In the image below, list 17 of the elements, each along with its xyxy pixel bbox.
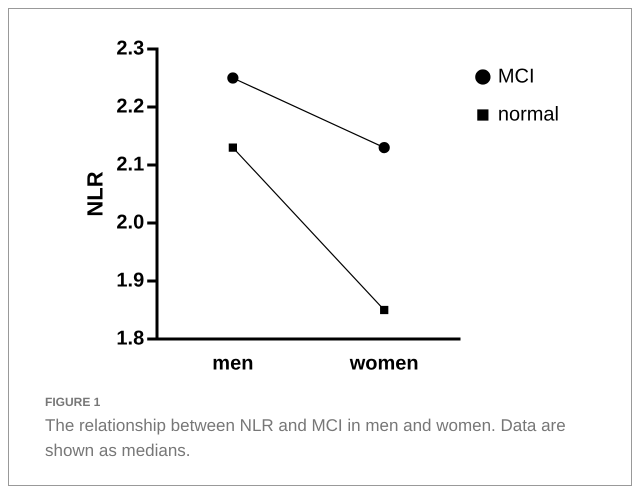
y-tick-label: 1.8 (116, 328, 144, 350)
point (378, 142, 390, 154)
legend-label: MCI (498, 66, 535, 88)
legend-label: normal (498, 104, 560, 126)
x-tick-label: women (348, 352, 419, 375)
y-tick-label: 2.0 (116, 212, 144, 234)
y-tick-label: 2.2 (116, 96, 144, 118)
y-tick-label: 2.3 (116, 38, 144, 60)
point (228, 143, 238, 152)
y-tick-label: 2.1 (116, 154, 144, 176)
x-tick-label: men (212, 352, 254, 375)
y-tick-label: 1.9 (116, 270, 144, 292)
point (227, 72, 238, 84)
y-axis-title: NLR (82, 171, 108, 217)
text: FIGURE 1 (45, 395, 102, 409)
point (380, 306, 388, 314)
text: The relationship between NLR and MCI in men and women. Data are shown as medians. (45, 415, 567, 462)
